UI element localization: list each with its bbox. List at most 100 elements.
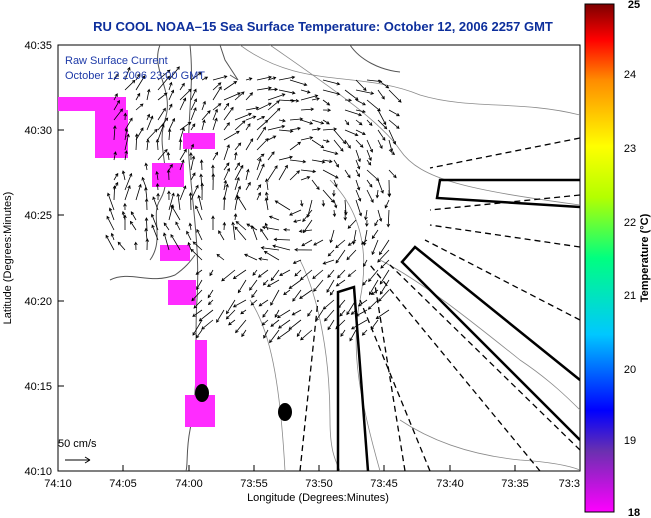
current-vector <box>299 199 304 207</box>
current-vector <box>124 117 133 131</box>
current-vector <box>291 309 302 316</box>
current-vector <box>384 199 390 209</box>
x-tick-label: 73:3 <box>559 478 580 490</box>
current-vector <box>146 138 150 151</box>
current-vector <box>267 76 277 81</box>
current-vector <box>110 232 115 241</box>
current-vector <box>361 329 368 336</box>
current-vector <box>296 329 302 338</box>
current-vector <box>270 289 280 306</box>
current-vector <box>347 219 357 229</box>
current-vector <box>106 215 115 231</box>
current-vector <box>265 178 269 191</box>
current-vector <box>123 214 127 230</box>
y-tick-label: 40:15 <box>24 381 52 393</box>
current-vector <box>300 329 313 341</box>
current-vector <box>344 98 353 102</box>
colorbar-tick-label: 20 <box>624 364 636 376</box>
current-vector <box>258 299 269 307</box>
current-vector <box>289 159 307 164</box>
current-vector <box>234 142 242 151</box>
x-tick-label: 74:00 <box>175 478 203 490</box>
current-vector <box>186 230 192 241</box>
current-vector <box>270 269 280 282</box>
current-vector <box>365 219 369 227</box>
current-vector <box>201 110 211 121</box>
current-vector <box>350 319 368 330</box>
current-vector <box>245 168 250 181</box>
current-vector <box>237 195 247 211</box>
current-vector <box>135 75 146 91</box>
current-vector <box>289 98 300 103</box>
current-vector <box>192 309 203 317</box>
current-vector <box>260 228 269 241</box>
current-vector <box>355 139 364 148</box>
y-axis: 40:35 40:30 40:25 40:20 40:15 40:10 <box>24 40 64 478</box>
current-vector <box>190 72 202 81</box>
current-vector <box>335 249 346 264</box>
current-vector <box>264 222 269 231</box>
current-vector <box>195 205 203 221</box>
current-vector <box>144 217 149 231</box>
current-vector <box>256 191 261 201</box>
current-vector <box>355 119 363 126</box>
current-vector <box>322 79 341 86</box>
current-vector <box>245 106 260 111</box>
current-vector <box>135 73 141 81</box>
current-vector <box>321 199 326 207</box>
current-vector <box>113 99 120 111</box>
current-vector <box>123 112 128 121</box>
current-vector <box>168 89 175 101</box>
current-vector <box>175 221 181 231</box>
current-vector <box>135 92 141 101</box>
current-vector <box>250 299 258 306</box>
current-vector <box>157 92 168 101</box>
current-vector <box>388 139 394 153</box>
current-vector <box>278 89 296 95</box>
current-vector <box>322 169 339 179</box>
current-vector <box>366 169 380 182</box>
current-vector <box>221 269 236 282</box>
current-vector <box>190 155 196 171</box>
current-vector <box>347 239 357 246</box>
current-vector <box>256 116 266 121</box>
current-vector <box>216 309 225 323</box>
current-vector <box>212 82 222 91</box>
current-vector <box>362 279 368 286</box>
current-vector <box>113 172 119 181</box>
current-vector <box>377 79 390 89</box>
current-vector <box>195 269 203 275</box>
current-vector <box>278 118 286 123</box>
coverage-boundaries <box>299 137 580 471</box>
current-vector <box>170 233 181 251</box>
current-vector <box>223 179 228 191</box>
current-vector <box>163 232 170 251</box>
current-vector <box>311 127 321 131</box>
current-vector <box>329 229 335 244</box>
current-vector <box>223 81 238 91</box>
colorbar-tick-label: 23 <box>624 143 636 155</box>
current-vector <box>267 100 280 111</box>
current-vector <box>134 241 138 251</box>
current-vector <box>201 319 214 330</box>
current-vector <box>211 173 216 191</box>
current-vector-field <box>105 66 402 344</box>
current-vector <box>150 213 159 231</box>
current-vector <box>355 159 361 170</box>
current-vector <box>156 192 160 201</box>
current-vector <box>388 119 400 129</box>
current-vector <box>272 244 291 251</box>
current-vector <box>265 191 269 201</box>
current-vector <box>251 289 258 298</box>
x-tick-label: 73:35 <box>501 478 529 490</box>
colorbar-tick-label: 21 <box>624 290 636 302</box>
current-vector <box>190 88 197 101</box>
current-vector <box>256 75 273 81</box>
current-vector <box>293 219 302 223</box>
current-vector <box>289 170 300 181</box>
current-vector <box>377 209 383 222</box>
current-vector <box>377 109 387 126</box>
current-vector <box>222 221 227 231</box>
current-vector <box>261 225 280 231</box>
current-vector <box>368 269 379 283</box>
